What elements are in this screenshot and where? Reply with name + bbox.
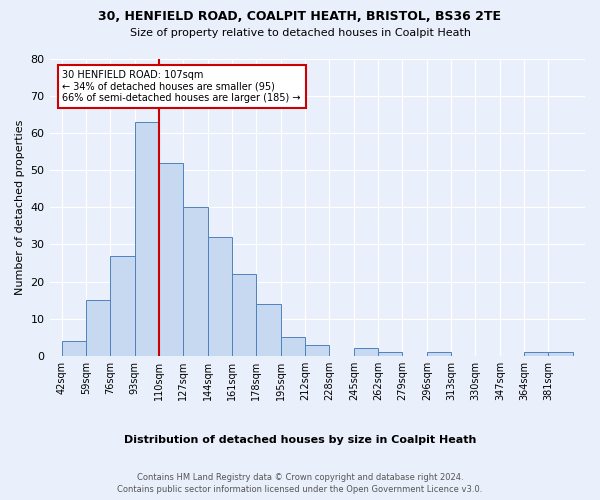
Bar [86,300,110,356]
Bar [256,304,281,356]
Bar [305,344,329,356]
Text: Distribution of detached houses by size in Coalpit Heath: Distribution of detached houses by size … [124,435,476,445]
Bar [378,352,403,356]
Bar [159,163,184,356]
Text: Contains public sector information licensed under the Open Government Licence v3: Contains public sector information licen… [118,485,482,494]
Bar [110,256,135,356]
Bar [548,352,573,356]
Bar [208,237,232,356]
Bar [427,352,451,356]
Bar [232,274,256,356]
Text: Contains HM Land Registry data © Crown copyright and database right 2024.: Contains HM Land Registry data © Crown c… [137,472,463,482]
Bar [135,122,159,356]
Bar [524,352,548,356]
Bar [184,208,208,356]
Text: Size of property relative to detached houses in Coalpit Heath: Size of property relative to detached ho… [130,28,470,38]
Bar [281,337,305,356]
Y-axis label: Number of detached properties: Number of detached properties [15,120,25,295]
Text: 30, HENFIELD ROAD, COALPIT HEATH, BRISTOL, BS36 2TE: 30, HENFIELD ROAD, COALPIT HEATH, BRISTO… [98,10,502,23]
Bar [62,341,86,356]
Text: 30 HENFIELD ROAD: 107sqm
← 34% of detached houses are smaller (95)
66% of semi-d: 30 HENFIELD ROAD: 107sqm ← 34% of detach… [62,70,301,103]
Bar [354,348,378,356]
